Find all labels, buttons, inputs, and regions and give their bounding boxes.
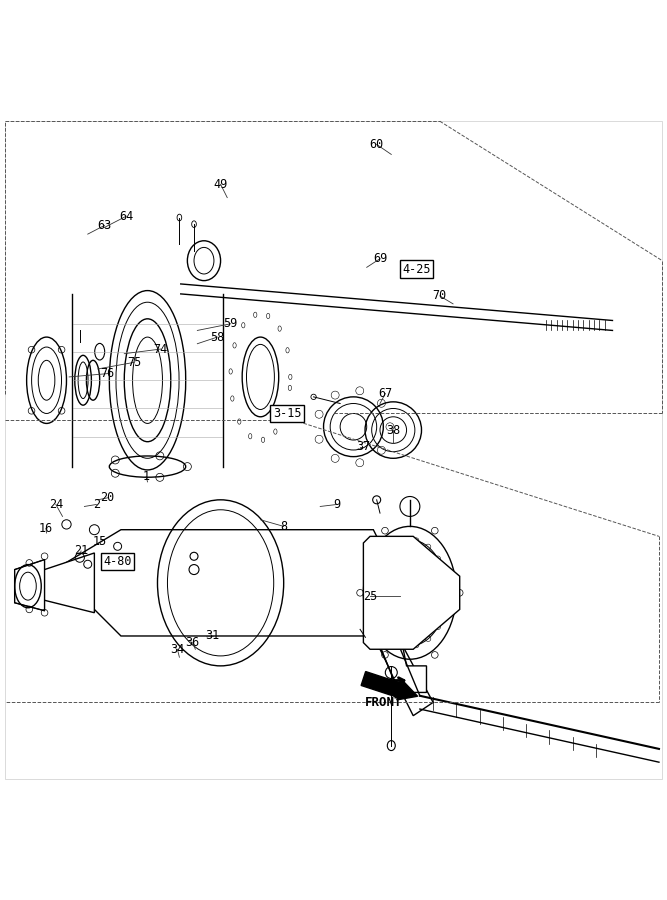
Text: FRONT: FRONT <box>365 696 402 709</box>
Text: 70: 70 <box>433 290 447 302</box>
Text: 24: 24 <box>49 498 63 511</box>
Text: 9: 9 <box>334 498 340 511</box>
FancyArrow shape <box>361 671 418 700</box>
Text: 60: 60 <box>370 138 384 151</box>
Text: 74: 74 <box>153 343 168 356</box>
Text: 49: 49 <box>213 178 227 191</box>
Text: 67: 67 <box>378 387 392 400</box>
Text: 15: 15 <box>93 536 107 548</box>
Text: 1: 1 <box>143 470 150 483</box>
Polygon shape <box>374 626 426 692</box>
Text: 63: 63 <box>97 219 111 232</box>
Text: 59: 59 <box>223 318 237 330</box>
Text: 4-25: 4-25 <box>402 263 431 275</box>
Text: 21: 21 <box>74 544 88 557</box>
Text: 16: 16 <box>39 522 53 535</box>
Polygon shape <box>364 536 460 649</box>
Text: 2: 2 <box>93 498 100 511</box>
Text: 64: 64 <box>119 210 133 222</box>
Text: 69: 69 <box>373 252 387 266</box>
Text: 8: 8 <box>280 520 287 533</box>
Text: 38: 38 <box>386 424 400 436</box>
Text: 36: 36 <box>185 636 200 649</box>
Text: 58: 58 <box>210 330 224 344</box>
Text: 25: 25 <box>363 590 377 603</box>
Text: 4-80: 4-80 <box>103 555 132 568</box>
Polygon shape <box>55 530 414 636</box>
Text: 20: 20 <box>101 491 115 504</box>
Text: 3-15: 3-15 <box>273 407 301 420</box>
Text: 76: 76 <box>101 367 115 380</box>
Text: 37: 37 <box>356 440 370 454</box>
Text: 75: 75 <box>127 356 141 369</box>
Text: 34: 34 <box>170 643 185 656</box>
Polygon shape <box>374 616 433 716</box>
Polygon shape <box>15 560 45 611</box>
Text: 31: 31 <box>205 629 219 643</box>
Polygon shape <box>15 553 94 613</box>
